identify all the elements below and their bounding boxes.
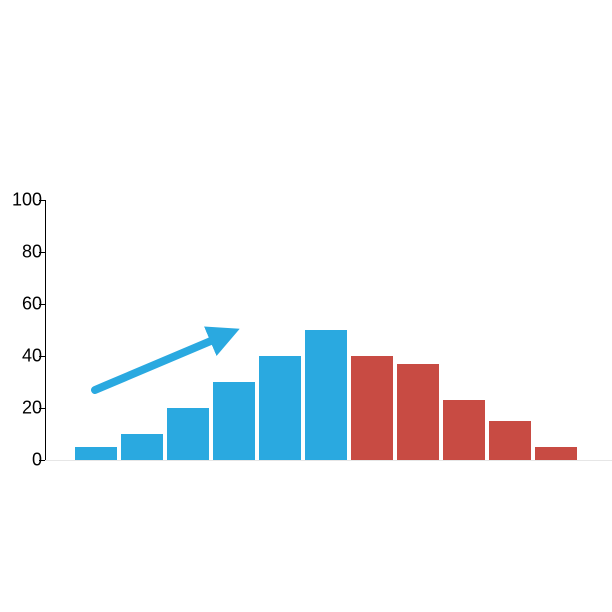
y-tick-mark bbox=[39, 460, 45, 461]
bar-4 bbox=[213, 382, 255, 460]
bar-7 bbox=[351, 356, 393, 460]
y-tick-label-0: 0 bbox=[2, 450, 42, 471]
bar-chart: 0 20 40 60 80 100 bbox=[0, 0, 612, 612]
y-tick-label-60: 60 bbox=[2, 294, 42, 315]
bar-6 bbox=[305, 330, 347, 460]
bar-10 bbox=[489, 421, 531, 460]
bar-2 bbox=[121, 434, 163, 460]
y-tick-label-40: 40 bbox=[2, 346, 42, 367]
y-tick-label-20: 20 bbox=[2, 398, 42, 419]
bar-3 bbox=[167, 408, 209, 460]
bar-11 bbox=[535, 447, 577, 460]
bar-5 bbox=[259, 356, 301, 460]
bar-9 bbox=[443, 400, 485, 460]
y-tick-label-80: 80 bbox=[2, 242, 42, 263]
bar-8 bbox=[397, 364, 439, 460]
plot-area bbox=[45, 200, 600, 460]
bar-1 bbox=[75, 447, 117, 460]
y-tick-label-100: 100 bbox=[2, 190, 42, 211]
x-axis-line bbox=[45, 460, 612, 461]
